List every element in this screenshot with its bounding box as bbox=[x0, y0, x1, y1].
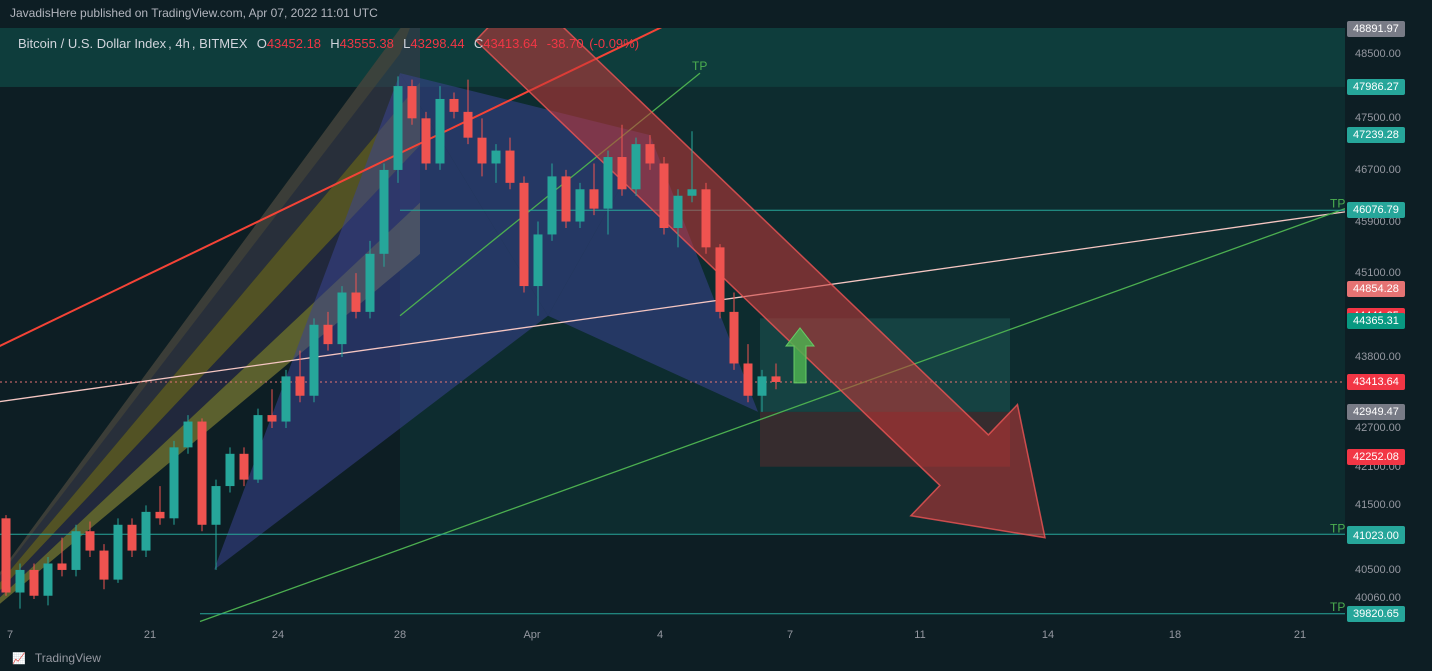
time-tick: 11 bbox=[914, 629, 925, 641]
symbol-name[interactable]: Bitcoin / U.S. Dollar Index bbox=[18, 36, 166, 51]
time-tick: 7 bbox=[7, 629, 13, 641]
price-tick: 46700.00 bbox=[1355, 164, 1401, 176]
price-label: 42949.47 bbox=[1347, 404, 1405, 420]
price-label: 47239.28 bbox=[1347, 127, 1405, 143]
price-axis[interactable]: 48500.0047500.0046700.0045900.0045100.00… bbox=[1345, 28, 1432, 628]
time-tick: 18 bbox=[1169, 629, 1181, 641]
price-tick: 40500.00 bbox=[1355, 564, 1401, 576]
time-tick: 4 bbox=[657, 629, 663, 641]
time-axis[interactable]: 7 21 24 28 Apr 4 7 11 14 18 21 bbox=[0, 629, 1345, 647]
symbol-info-bar: Bitcoin / U.S. Dollar Index, 4h, BITMEX … bbox=[18, 36, 641, 51]
time-tick: 14 bbox=[1042, 629, 1054, 641]
ohlc-low: 43298.44 bbox=[410, 36, 464, 51]
price-label: 47986.27 bbox=[1347, 79, 1405, 95]
publish-header: JavadisHere published on TradingView.com… bbox=[10, 6, 378, 20]
price-tick: 43800.00 bbox=[1355, 351, 1401, 363]
time-tick: 7 bbox=[787, 629, 793, 641]
timeframe[interactable]: 4h bbox=[175, 36, 189, 51]
time-tick: 28 bbox=[394, 629, 406, 641]
svg-text:TP: TP bbox=[1330, 196, 1345, 210]
svg-text:TP: TP bbox=[1330, 522, 1345, 536]
ohlc-open: 43452.18 bbox=[267, 36, 321, 51]
author-name: JavadisHere bbox=[10, 6, 77, 20]
tradingview-logo[interactable]: TradingView bbox=[12, 651, 101, 665]
price-label: 46076.79 bbox=[1347, 202, 1405, 218]
ohlc-close: 43413.64 bbox=[483, 36, 537, 51]
ohlc-change-pct: (-0.09%) bbox=[589, 36, 639, 51]
price-label: 44365.31 bbox=[1347, 313, 1405, 329]
exchange[interactable]: BITMEX bbox=[199, 36, 247, 51]
price-label: 39820.65 bbox=[1347, 606, 1405, 622]
price-label: 42252.08 bbox=[1347, 449, 1405, 465]
price-label: 43413.64 bbox=[1347, 374, 1405, 390]
svg-text:TP: TP bbox=[1330, 600, 1345, 614]
price-tick: 48500.00 bbox=[1355, 48, 1401, 60]
price-tick: 41500.00 bbox=[1355, 499, 1401, 511]
time-tick: 24 bbox=[272, 629, 284, 641]
ohlc-change: -38.70 bbox=[547, 36, 584, 51]
price-tick: 40060.00 bbox=[1355, 592, 1401, 604]
price-tick: 45100.00 bbox=[1355, 267, 1401, 279]
chart-canvas[interactable]: TP TP TP TP bbox=[0, 28, 1345, 628]
time-tick: 21 bbox=[144, 629, 156, 641]
price-tick: 42700.00 bbox=[1355, 422, 1401, 434]
price-tick: 47500.00 bbox=[1355, 112, 1401, 124]
price-label: 44854.28 bbox=[1347, 281, 1405, 297]
ohlc-high: 43555.38 bbox=[340, 36, 394, 51]
time-tick: Apr bbox=[523, 629, 540, 641]
publish-info: published on TradingView.com, Apr 07, 20… bbox=[80, 6, 378, 20]
svg-text:TP: TP bbox=[692, 59, 707, 73]
price-label: 41023.00 bbox=[1347, 528, 1405, 544]
time-tick: 21 bbox=[1294, 629, 1306, 641]
price-label: 48891.97 bbox=[1347, 21, 1405, 37]
